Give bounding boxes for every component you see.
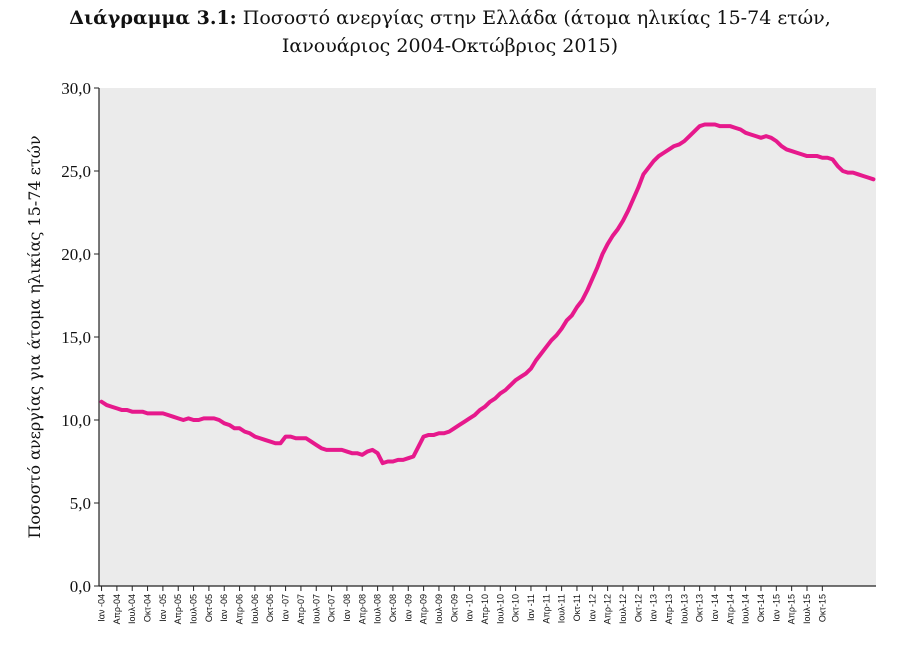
y-tick-label: 15,0 [61, 328, 91, 347]
y-tick-label: 25,0 [61, 162, 91, 181]
x-tick-label: Ιουλ-13 [679, 594, 689, 624]
x-tick-label: Ιαν -07 [281, 594, 291, 622]
x-tick-label: Ιαν -10 [465, 594, 475, 622]
x-tick-label: Ιαν -04 [97, 594, 107, 622]
x-tick-label: Απρ-05 [173, 594, 183, 624]
x-tick-label: Οκτ-15 [817, 594, 827, 622]
x-tick-label: Ιουλ-14 [741, 594, 751, 624]
y-axis-label: Ποσοστό ανεργίας για άτομα ηλικίας 15-74… [25, 135, 44, 538]
x-tick-label: Απρ-13 [664, 594, 674, 624]
x-tick-label: Οκτ-14 [756, 594, 766, 622]
x-tick-label: Ιαν -05 [158, 594, 168, 622]
chart-title: Διάγραμμα 3.1: Ποσοστό ανεργίας στην Ελλ… [0, 4, 900, 60]
x-tick-label: Οκτ-05 [204, 594, 214, 622]
x-tick-label: Οκτ-07 [327, 594, 337, 622]
y-tick-label: 20,0 [61, 245, 91, 264]
x-tick-label: Απρ-15 [787, 594, 797, 624]
y-tick-label: 0,0 [70, 577, 91, 596]
x-tick-label: Οκτ-09 [449, 594, 459, 622]
x-tick-label: Ιουλ-08 [373, 594, 383, 624]
x-tick-label: Ιαν -06 [219, 594, 229, 622]
x-tick-label: Ιαν -08 [342, 594, 352, 622]
x-tick-label: Απρ-14 [725, 594, 735, 624]
x-tick-label: Απρ-04 [112, 594, 122, 624]
x-tick-label: Οκτ-10 [511, 594, 521, 622]
x-tick-label: Οκτ-12 [633, 594, 643, 622]
x-tick-label: Ιουλ-04 [127, 594, 137, 624]
x-tick-label: Ιουλ-15 [802, 594, 812, 624]
title-prefix: Διάγραμμα 3.1: [69, 7, 237, 29]
x-tick-label: Ιαν -09 [403, 594, 413, 622]
x-tick-label: Απρ-10 [480, 594, 490, 624]
x-tick-label: Ιουλ-09 [434, 594, 444, 624]
title-line-2: Ιανουάριος 2004-Οκτώβριος 2015) [281, 35, 619, 57]
x-tick-label: Ιαν -15 [771, 594, 781, 622]
y-axis-ticks: 0,0 5,0 10,0 15,0 20,0 25,0 30,0 [61, 79, 99, 596]
x-tick-label: Απρ-11 [541, 594, 551, 624]
series-line-unemployment [99, 122, 876, 466]
x-tick-label: Ιαν -14 [710, 594, 720, 622]
x-tick-label: Απρ-07 [296, 594, 306, 624]
x-tick-label: Οκτ-04 [143, 594, 153, 622]
x-tick-label: Οκτ-06 [265, 594, 275, 622]
x-tick-label: Απρ-09 [419, 594, 429, 624]
x-tick-label: Απρ-08 [357, 594, 367, 624]
x-tick-label: Οκτ-11 [572, 594, 582, 621]
x-tick-label: Ιουλ-12 [618, 594, 628, 624]
x-tick-label: Ιουλ-06 [250, 594, 260, 624]
x-tick-label: Ιαν -11 [526, 594, 536, 621]
y-tick-label: 5,0 [70, 494, 91, 513]
title-line-1: Διάγραμμα 3.1: Ποσοστό ανεργίας στην Ελλ… [0, 4, 900, 32]
x-tick-label: Ιαν -12 [587, 594, 597, 622]
x-tick-label: Απρ-12 [603, 594, 613, 624]
x-tick-label: Ιουλ-10 [495, 594, 505, 624]
x-tick-label: Ιουλ-11 [557, 594, 567, 623]
y-tick-label: 30,0 [61, 79, 91, 98]
plot-area [99, 88, 876, 586]
x-tick-label: Ιουλ-07 [311, 594, 321, 624]
x-axis-ticks: Ιαν -04 Απρ-04 Ιουλ-04 Οκτ-04 Ιαν -05 Απρ-05 Ι… [97, 586, 827, 624]
x-tick-label: Απρ-06 [235, 594, 245, 624]
y-tick-label: 10,0 [61, 411, 91, 430]
x-tick-label: Ιαν -13 [649, 594, 659, 622]
x-tick-label: Ιουλ-05 [189, 594, 199, 624]
title-text-1: Ποσοστό ανεργίας στην Ελλάδα (άτομα ηλικ… [242, 7, 831, 29]
x-tick-label: Οκτ-13 [695, 594, 705, 622]
x-tick-label: Οκτ-08 [388, 594, 398, 622]
